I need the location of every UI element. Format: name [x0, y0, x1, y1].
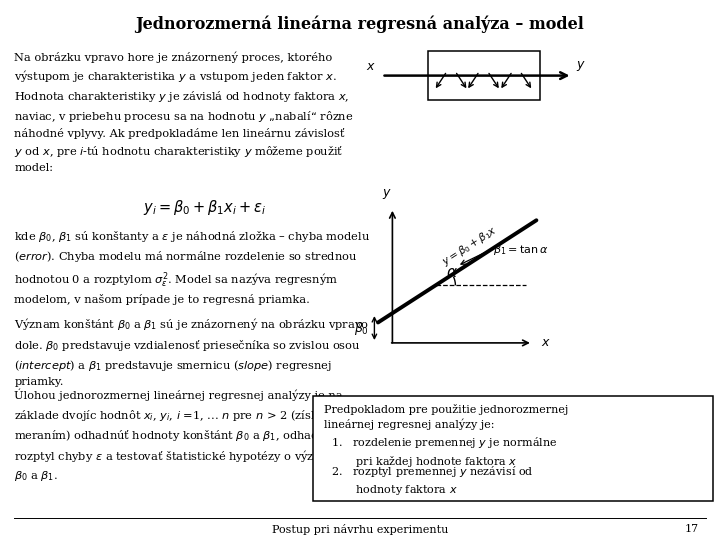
Text: Úlohou jednorozmernej lineárnej regresnej analýzy je na
základe dvojíc hodnôt $x: Úlohou jednorozmernej lineárnej regresne…: [14, 389, 368, 483]
Text: kde $\beta_0$, $\beta_1$ sú konštanty a $\varepsilon$ je náhodná zložka – chyba : kde $\beta_0$, $\beta_1$ sú konštanty a …: [14, 230, 371, 305]
Text: $\beta_0$: $\beta_0$: [354, 320, 369, 336]
Bar: [428, 51, 540, 100]
Text: $x$: $x$: [541, 336, 552, 349]
Text: Postup pri návrhu experimentu: Postup pri návrhu experimentu: [272, 524, 448, 535]
Text: 17: 17: [684, 524, 698, 534]
Text: Jednorozmerná lineárna regresná analýza – model: Jednorozmerná lineárna regresná analýza …: [135, 16, 585, 33]
Text: $y = \beta_0 + \beta_1 x$: $y = \beta_0 + \beta_1 x$: [439, 224, 500, 269]
Text: $y_i = \beta_0 + \beta_1 x_i + \varepsilon_i$: $y_i = \beta_0 + \beta_1 x_i + \varepsil…: [143, 198, 267, 218]
Text: Na obrázku vpravo hore je znázornený proces, ktorého
výstupom je charakteristika: Na obrázku vpravo hore je znázornený pro…: [14, 51, 354, 173]
Text: $\alpha$: $\alpha$: [446, 266, 457, 280]
Text: $\beta_1 = \tan\alpha$: $\beta_1 = \tan\alpha$: [493, 243, 549, 257]
Bar: [313, 396, 713, 501]
Text: 1.   rozdelenie premennej $y$ je normálne
       pri každej hodnote faktora $x$: 1. rozdelenie premennej $y$ je normálne …: [331, 435, 558, 469]
Text: Predpokladom pre použitie jednorozmernej
lineárnej regresnej analýzy je:: Predpokladom pre použitie jednorozmernej…: [324, 404, 568, 430]
Text: $x$: $x$: [366, 60, 376, 73]
Text: 2.   rozptyl premennej $y$ nezávisí od
       hodnoty faktora $x$: 2. rozptyl premennej $y$ nezávisí od hod…: [331, 464, 534, 497]
Text: $y$: $y$: [576, 59, 586, 73]
Text: $y$: $y$: [382, 187, 392, 201]
Text: Význam konštánt $\beta_0$ a $\beta_1$ sú je znázornený na obrázku vpravo
dole. $: Význam konštánt $\beta_0$ a $\beta_1$ sú…: [14, 316, 369, 387]
